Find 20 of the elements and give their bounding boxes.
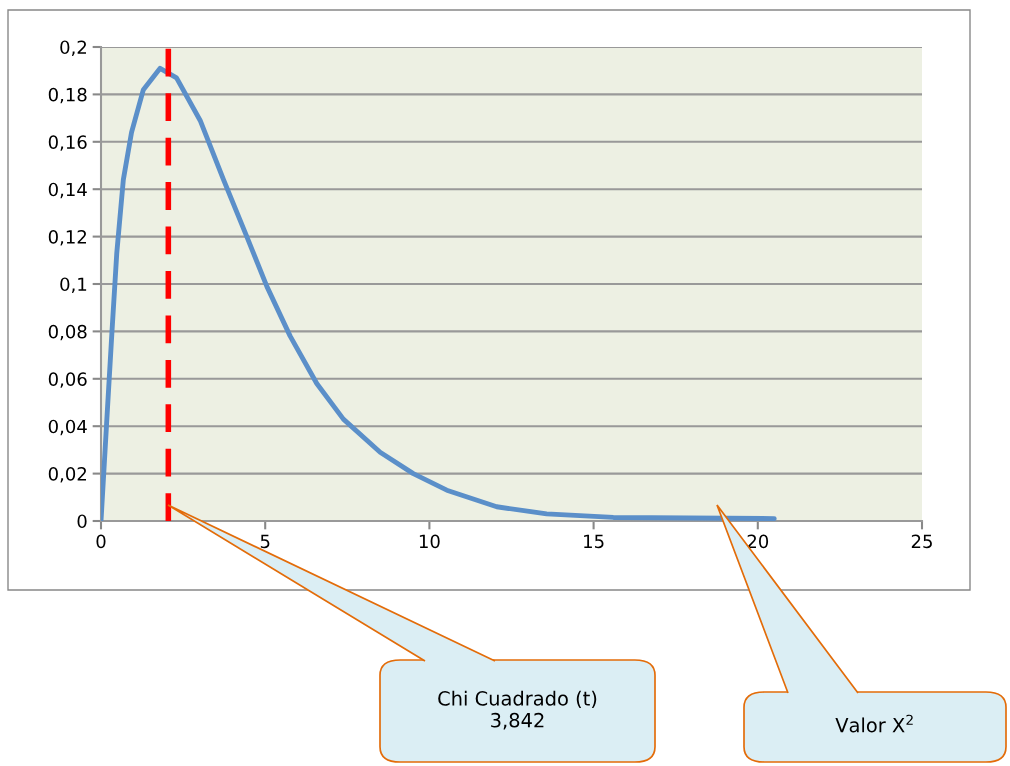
y-tick-label: 0 (77, 514, 87, 529)
y-tick-label: 0,08 (48, 324, 87, 341)
x-tick-label: 20 (747, 534, 769, 549)
x-tick-label: 25 (911, 534, 932, 549)
text: Valor X$^{2}$ (835, 714, 913, 733)
y-tick-label: 0,1 (60, 277, 87, 293)
y-tick-label: 0,16 (48, 135, 87, 151)
y-tick-label: 0,2 (60, 40, 86, 56)
y-tick-label: 0,14 (48, 182, 87, 199)
y-tick-label: 0,02 (48, 467, 86, 483)
y-tick-label: 0,12 (48, 230, 86, 246)
x-tick-label: 0 (96, 534, 106, 549)
y-tick-label: 0,06 (48, 372, 87, 388)
y-tick-label: 0,18 (48, 87, 87, 104)
x-tick-label: 15 (584, 534, 604, 549)
text: Chi Cuadrado (t) 3,842 (438, 690, 597, 730)
x-tick-label: 5 (260, 534, 270, 549)
x-tick-label: 10 (419, 534, 440, 549)
line-series (101, 65, 777, 521)
y-tick-label: 0,04 (48, 419, 87, 436)
